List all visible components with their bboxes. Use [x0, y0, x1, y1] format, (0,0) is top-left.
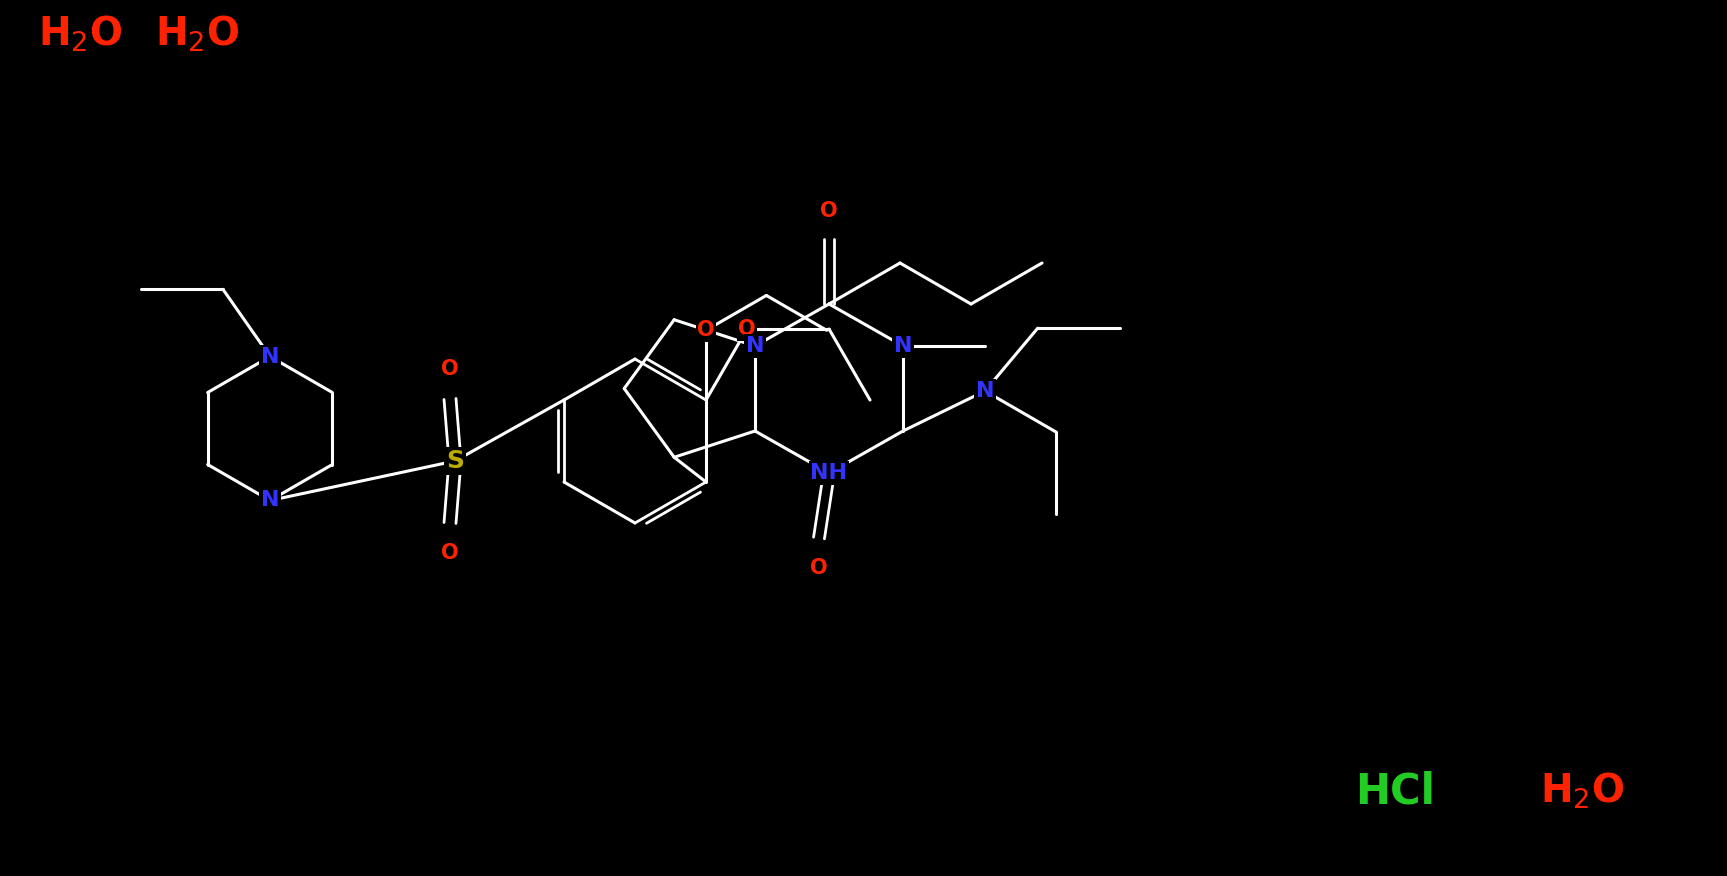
- Text: O: O: [698, 321, 715, 340]
- Text: N: N: [746, 336, 765, 356]
- Text: H$_2$O: H$_2$O: [38, 14, 123, 54]
- Text: S: S: [446, 449, 465, 473]
- Text: H$_2$O: H$_2$O: [1540, 771, 1625, 811]
- Text: O: O: [440, 359, 459, 379]
- Text: O: O: [820, 201, 838, 221]
- Text: N: N: [895, 336, 912, 356]
- Text: O: O: [810, 558, 827, 578]
- Text: O: O: [737, 319, 756, 339]
- Text: O: O: [440, 543, 459, 563]
- Text: H$_2$O: H$_2$O: [155, 14, 240, 54]
- Text: N: N: [261, 491, 280, 511]
- Text: N: N: [261, 347, 280, 366]
- Text: NH: NH: [810, 463, 848, 483]
- Text: N: N: [976, 381, 995, 401]
- Text: HCl: HCl: [1356, 770, 1435, 812]
